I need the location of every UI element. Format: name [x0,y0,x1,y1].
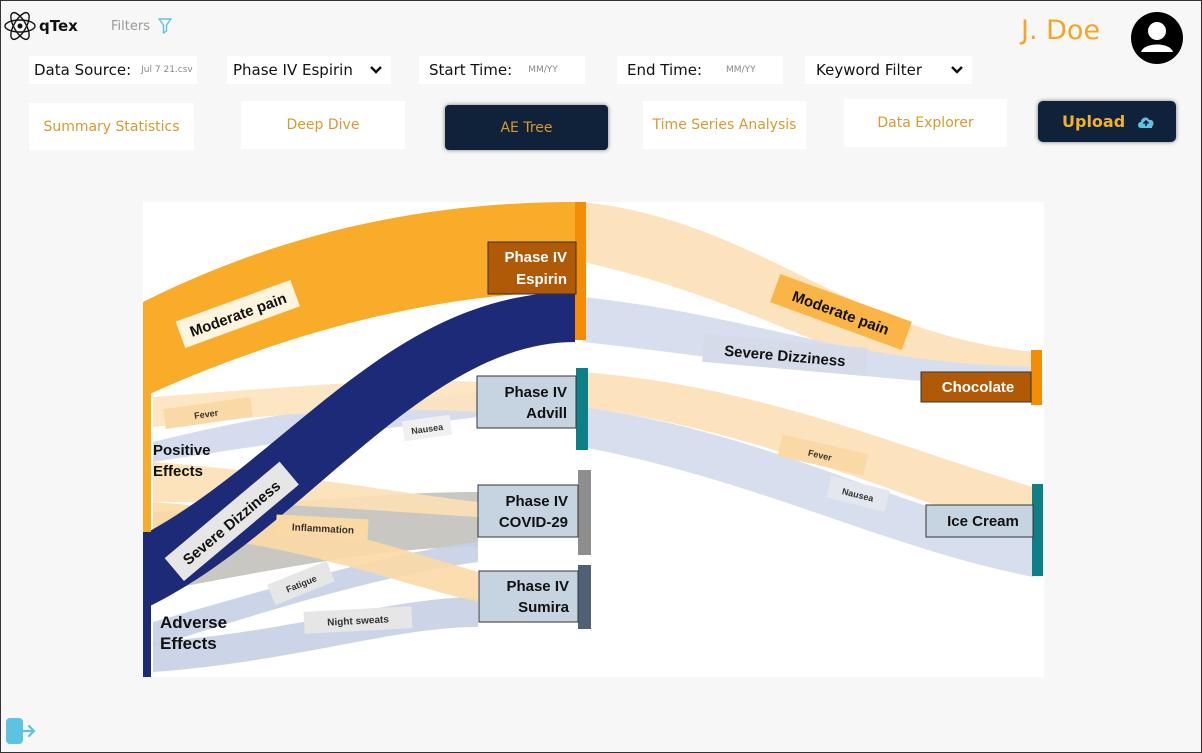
node-bar-sumira [578,565,591,629]
node-chocolate[interactable]: Chocolate [920,371,1032,403]
logout-icon[interactable] [5,717,37,745]
node-positive-effects-line2: Effects [153,463,203,480]
label-fatigue: Fatigue [267,560,335,606]
svg-text:Inflammation: Inflammation [292,522,355,536]
svg-text:Sumira: Sumira [518,599,570,616]
svg-text:Phase IV: Phase IV [505,493,568,510]
app-logo[interactable]: qTex [3,9,78,43]
flow-severe-dizziness [148,292,575,607]
label-night-sweats: Night sweats [303,606,413,634]
filter-funnel-icon [158,18,172,34]
dataset-select-value: Phase IV Espirin [233,61,353,79]
svg-text:Fever: Fever [194,408,220,421]
ae-tree-sankey: Moderate pain Severe Dizziness Fever Nau… [143,202,1044,677]
upload-label: Upload [1062,112,1126,131]
cloud-upload-icon [1138,117,1154,128]
svg-text:Espirin: Espirin [516,271,567,288]
svg-text:Phase IV: Phase IV [504,249,567,266]
label-nausea-left: Nausea [401,414,453,442]
node-phase-iv-espirin[interactable]: Phase IV Espirin [487,241,577,295]
svg-text:Chocolate: Chocolate [942,379,1015,396]
svg-text:Night sweats: Night sweats [327,614,390,628]
label-nausea-right: Nausea [826,476,890,512]
keyword-filter-label: Keyword Filter [816,61,922,79]
app-name: qTex [39,17,78,35]
svg-text:Nausea: Nausea [411,422,445,436]
keyword-filter-select[interactable]: Keyword Filter [805,56,972,84]
data-source-value: Jul 7 21.csv [141,65,193,75]
user-name: J. Doe [1021,15,1101,46]
node-bar-adverse [143,532,151,677]
svg-text:Phase IV: Phase IV [506,578,569,595]
node-phase-iv-covid-29[interactable]: Phase IV COVID-29 [477,484,579,538]
end-time-label: End Time: [627,61,703,79]
flow-dizziness-right [583,297,1033,387]
filters-toggle[interactable]: Filters [111,18,172,34]
node-bar-covid [578,470,591,555]
svg-text:Ice Cream: Ice Cream [947,513,1019,530]
tab-ae-tree[interactable]: AE Tree [445,105,608,150]
chevron-down-icon [951,66,963,74]
node-ice-cream[interactable]: Ice Cream [925,504,1034,538]
upload-button[interactable]: Upload [1038,101,1176,142]
node-bar-positive [143,302,151,532]
tab-summary-statistics[interactable]: Summary Statistics [29,103,194,150]
sankey-svg: Moderate pain Severe Dizziness Fever Nau… [143,202,1043,677]
data-source-field[interactable]: Data Source: Jul 7 21.csv [29,56,197,84]
atom-icon [4,11,36,41]
user-avatar-icon[interactable] [1130,11,1184,65]
tab-time-series-analysis[interactable]: Time Series Analysis [643,101,806,149]
data-source-label: Data Source: [34,61,132,79]
filters-label: Filters [111,18,150,34]
svg-text:COVID-29: COVID-29 [499,514,568,531]
tab-data-explorer[interactable]: Data Explorer [844,99,1007,147]
label-fever-right: Fever [777,434,869,476]
label-fever-left: Fever [163,396,253,430]
node-adverse-effects-line1: Adverse [160,613,227,632]
start-time-field[interactable]: Start Time: MM/YY [419,56,585,84]
start-time-input[interactable]: MM/YY [528,65,558,75]
node-bar-chocolate [1031,350,1042,405]
node-positive-effects-line1: Positive [153,442,211,459]
tab-deep-dive[interactable]: Deep Dive [241,101,405,149]
chevron-down-icon [370,66,382,74]
node-bar-advill [576,368,588,450]
node-bar-espirin [575,202,586,340]
start-time-label: Start Time: [429,61,513,79]
flow-nausea-right [583,407,1033,577]
svg-text:Advill: Advill [526,405,567,422]
node-adverse-effects-line2: Effects [160,634,217,653]
dataset-select[interactable]: Phase IV Espirin [227,56,391,84]
end-time-field[interactable]: End Time: MM/YY [617,56,783,84]
node-bar-ice-cream [1032,484,1043,576]
label-inflammation: Inflammation [275,514,369,542]
end-time-input[interactable]: MM/YY [726,65,756,75]
flow-moderate-pain [143,202,575,397]
svg-text:Phase IV: Phase IV [504,384,567,401]
node-phase-iv-sumira[interactable]: Phase IV Sumira [478,570,579,623]
node-phase-iv-advill[interactable]: Phase IV Advill [476,375,577,429]
